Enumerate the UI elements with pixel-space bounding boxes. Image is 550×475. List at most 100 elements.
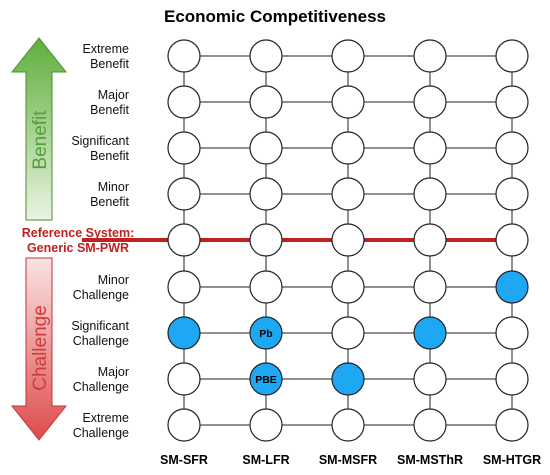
level-label-reference-system-generic-sm-pwr: Reference System: Generic SM-PWR — [22, 226, 135, 255]
filled-node-circle — [249, 316, 283, 350]
node-sm-lfr-extreme-challenge — [249, 408, 283, 442]
empty-node-circle — [495, 408, 529, 442]
node-sm-msthr-minor-challenge — [413, 270, 447, 304]
node-sm-msthr-major-benefit — [413, 85, 447, 119]
node-sm-lfr-major-benefit — [249, 85, 283, 119]
node-sm-lfr-minor-challenge — [249, 270, 283, 304]
node-sm-sfr-significant-benefit — [167, 131, 201, 165]
empty-node-circle — [495, 177, 529, 211]
empty-node-circle — [331, 408, 365, 442]
empty-node-circle — [413, 362, 447, 396]
system-label-sm-sfr: SM-SFR — [160, 453, 208, 467]
node-sm-lfr-major-challenge: PBE — [249, 362, 283, 396]
node-sm-sfr-extreme-benefit — [167, 39, 201, 73]
empty-node-circle — [249, 39, 283, 73]
empty-node-circle — [167, 131, 201, 165]
empty-node-circle — [413, 85, 447, 119]
empty-node-circle — [249, 131, 283, 165]
empty-node-circle — [495, 39, 529, 73]
node-sm-htgr-major-benefit — [495, 85, 529, 119]
empty-node-circle — [495, 223, 529, 257]
system-label-sm-htgr: SM-HTGR — [483, 453, 541, 467]
system-labels: SM-SFR SM-LFR SM-MSFR SM-MSThR SM-HTGR — [160, 453, 541, 467]
node-sm-sfr-significant-challenge — [167, 316, 201, 350]
node-sm-msthr-extreme-benefit — [413, 39, 447, 73]
empty-node-circle — [167, 408, 201, 442]
filled-node-circle — [331, 362, 365, 396]
system-label-sm-msfr: SM-MSFR — [319, 453, 377, 467]
empty-node-circle — [413, 408, 447, 442]
node-sm-htgr-minor-benefit — [495, 177, 529, 211]
empty-node-circle — [331, 316, 365, 350]
empty-node-circle — [495, 85, 529, 119]
filled-node-circle — [413, 316, 447, 350]
empty-node-circle — [331, 223, 365, 257]
diagram-title: Economic Competitiveness — [164, 7, 386, 26]
node-sm-msfr-minor-benefit — [331, 177, 365, 211]
empty-node-circle — [331, 177, 365, 211]
empty-node-circle — [249, 177, 283, 211]
node-sm-msthr-significant-challenge — [413, 316, 447, 350]
empty-node-circle — [249, 85, 283, 119]
empty-node-circle — [167, 39, 201, 73]
node-sm-sfr-minor-benefit — [167, 177, 201, 211]
empty-node-circle — [167, 85, 201, 119]
empty-node-circle — [331, 39, 365, 73]
node-sm-msfr-reference-system-generic-sm-pwr — [331, 223, 365, 257]
level-labels: Extreme Benefit Major Benefit Significant Ben… — [22, 42, 135, 440]
node-sm-sfr-minor-challenge — [167, 270, 201, 304]
node-sm-msthr-reference-system-generic-sm-pwr — [413, 223, 447, 257]
level-nodes: Pb PBE — [167, 39, 529, 442]
node-sm-sfr-extreme-challenge — [167, 408, 201, 442]
node-label: PBE — [255, 374, 277, 386]
node-sm-htgr-extreme-benefit — [495, 39, 529, 73]
challenge-arrow-label: Challenge — [30, 305, 51, 391]
benefit-arrow-label: Benefit — [30, 110, 51, 170]
node-sm-msfr-major-challenge — [331, 362, 365, 396]
level-label-extreme-challenge: Extreme Challenge — [73, 411, 129, 440]
node-sm-msfr-extreme-challenge — [331, 408, 365, 442]
node-sm-msthr-minor-benefit — [413, 177, 447, 211]
empty-node-circle — [331, 131, 365, 165]
node-sm-htgr-significant-challenge — [495, 316, 529, 350]
empty-node-circle — [495, 316, 529, 350]
empty-node-circle — [495, 131, 529, 165]
node-sm-msfr-extreme-benefit — [331, 39, 365, 73]
node-sm-sfr-major-benefit — [167, 85, 201, 119]
benefit-arrow: Benefit — [10, 37, 68, 221]
empty-node-circle — [249, 270, 283, 304]
system-label-sm-lfr: SM-LFR — [242, 453, 289, 467]
empty-node-circle — [249, 408, 283, 442]
system-label-sm-msthr: SM-MSThR — [397, 453, 463, 467]
node-sm-htgr-reference-system-generic-sm-pwr — [495, 223, 529, 257]
node-sm-msfr-significant-benefit — [331, 131, 365, 165]
filled-node-circle — [249, 362, 283, 396]
level-label-significant-challenge: Significant Challenge — [71, 319, 129, 348]
level-label-minor-benefit: Minor Benefit — [90, 180, 129, 209]
node-sm-htgr-extreme-challenge — [495, 408, 529, 442]
empty-node-circle — [413, 39, 447, 73]
empty-node-circle — [413, 223, 447, 257]
node-sm-lfr-extreme-benefit — [249, 39, 283, 73]
empty-node-circle — [331, 85, 365, 119]
empty-node-circle — [413, 177, 447, 211]
node-sm-msthr-major-challenge — [413, 362, 447, 396]
level-label-minor-challenge: Minor Challenge — [73, 273, 129, 302]
empty-node-circle — [167, 223, 201, 257]
filled-node-circle — [167, 316, 201, 350]
node-sm-htgr-significant-benefit — [495, 131, 529, 165]
node-sm-lfr-significant-benefit — [249, 131, 283, 165]
node-sm-sfr-reference-system-generic-sm-pwr — [167, 223, 201, 257]
node-sm-lfr-significant-challenge: Pb — [249, 316, 283, 350]
empty-node-circle — [249, 223, 283, 257]
node-sm-msfr-significant-challenge — [331, 316, 365, 350]
level-label-extreme-benefit: Extreme Benefit — [82, 42, 129, 71]
node-sm-msfr-major-benefit — [331, 85, 365, 119]
filled-node-circle — [495, 270, 529, 304]
empty-node-circle — [413, 270, 447, 304]
node-sm-msthr-significant-benefit — [413, 131, 447, 165]
level-label-major-benefit: Major Benefit — [90, 88, 129, 117]
node-sm-htgr-minor-challenge — [495, 270, 529, 304]
